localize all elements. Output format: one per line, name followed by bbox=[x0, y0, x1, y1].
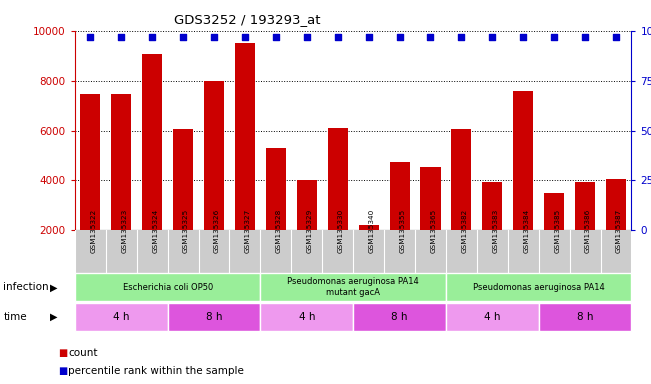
Point bbox=[395, 34, 405, 40]
Text: time: time bbox=[3, 312, 27, 322]
Bar bbox=[235, 43, 255, 280]
Bar bbox=[142, 55, 162, 280]
Text: GSM135384: GSM135384 bbox=[523, 209, 529, 253]
Text: GSM135340: GSM135340 bbox=[368, 209, 374, 253]
Point bbox=[271, 34, 281, 40]
Bar bbox=[75, 273, 260, 301]
Bar bbox=[260, 303, 353, 331]
Text: 4 h: 4 h bbox=[113, 312, 130, 322]
Text: percentile rank within the sample: percentile rank within the sample bbox=[68, 366, 244, 376]
Point bbox=[456, 34, 467, 40]
Bar bbox=[451, 129, 471, 280]
Bar bbox=[260, 273, 446, 301]
Text: GSM135328: GSM135328 bbox=[276, 209, 282, 253]
Bar bbox=[389, 162, 409, 280]
Bar bbox=[421, 167, 441, 280]
Text: GDS3252 / 193293_at: GDS3252 / 193293_at bbox=[174, 13, 321, 26]
Text: GSM135355: GSM135355 bbox=[400, 209, 406, 253]
Bar bbox=[544, 193, 564, 280]
Text: count: count bbox=[68, 348, 98, 358]
Bar bbox=[111, 94, 132, 280]
Text: GSM135325: GSM135325 bbox=[183, 209, 189, 253]
Text: ■: ■ bbox=[59, 348, 68, 358]
Text: 4 h: 4 h bbox=[299, 312, 315, 322]
Bar bbox=[266, 148, 286, 280]
Bar bbox=[539, 303, 631, 331]
Text: GSM135386: GSM135386 bbox=[585, 209, 591, 253]
Text: 4 h: 4 h bbox=[484, 312, 501, 322]
Text: 8 h: 8 h bbox=[206, 312, 222, 322]
Text: GSM135322: GSM135322 bbox=[90, 209, 96, 253]
Point bbox=[85, 34, 96, 40]
Point bbox=[487, 34, 497, 40]
Text: infection: infection bbox=[3, 282, 49, 293]
Point bbox=[363, 34, 374, 40]
Text: GSM135383: GSM135383 bbox=[492, 209, 498, 253]
Bar bbox=[606, 179, 626, 280]
Text: GSM135327: GSM135327 bbox=[245, 209, 251, 253]
Text: Escherichia coli OP50: Escherichia coli OP50 bbox=[122, 283, 213, 292]
Bar bbox=[575, 182, 595, 280]
Text: 8 h: 8 h bbox=[577, 312, 593, 322]
Point bbox=[580, 34, 590, 40]
Bar bbox=[297, 180, 317, 280]
Point bbox=[209, 34, 219, 40]
Text: Pseudomonas aeruginosa PA14: Pseudomonas aeruginosa PA14 bbox=[473, 283, 605, 292]
Point bbox=[178, 34, 188, 40]
Bar bbox=[75, 303, 168, 331]
Point bbox=[425, 34, 436, 40]
Point bbox=[147, 34, 158, 40]
Text: Pseudomonas aeruginosa PA14
mutant gacA: Pseudomonas aeruginosa PA14 mutant gacA bbox=[287, 277, 419, 298]
Text: ▶: ▶ bbox=[49, 282, 57, 293]
Point bbox=[333, 34, 343, 40]
Text: GSM135324: GSM135324 bbox=[152, 209, 158, 253]
Point bbox=[549, 34, 559, 40]
Bar bbox=[446, 273, 631, 301]
Text: ▶: ▶ bbox=[49, 312, 57, 322]
Point bbox=[301, 34, 312, 40]
Bar bbox=[173, 129, 193, 280]
Point bbox=[116, 34, 126, 40]
Point bbox=[240, 34, 250, 40]
Point bbox=[518, 34, 529, 40]
Text: GSM135330: GSM135330 bbox=[338, 209, 344, 253]
Bar bbox=[80, 94, 100, 280]
Text: GSM135329: GSM135329 bbox=[307, 209, 312, 253]
Text: GSM135323: GSM135323 bbox=[121, 209, 127, 253]
Text: GSM135385: GSM135385 bbox=[554, 209, 560, 253]
Text: GSM135326: GSM135326 bbox=[214, 209, 220, 253]
Bar bbox=[353, 303, 446, 331]
Text: 8 h: 8 h bbox=[391, 312, 408, 322]
Text: ■: ■ bbox=[59, 366, 68, 376]
Bar bbox=[513, 91, 533, 280]
Text: GSM135387: GSM135387 bbox=[616, 209, 622, 253]
Bar bbox=[446, 303, 539, 331]
Text: GSM135382: GSM135382 bbox=[462, 209, 467, 253]
Bar bbox=[327, 128, 348, 280]
Bar bbox=[204, 81, 224, 280]
Bar bbox=[168, 303, 260, 331]
Bar bbox=[359, 225, 379, 280]
Text: GSM135365: GSM135365 bbox=[430, 209, 436, 253]
Bar bbox=[482, 182, 503, 280]
Point bbox=[611, 34, 621, 40]
